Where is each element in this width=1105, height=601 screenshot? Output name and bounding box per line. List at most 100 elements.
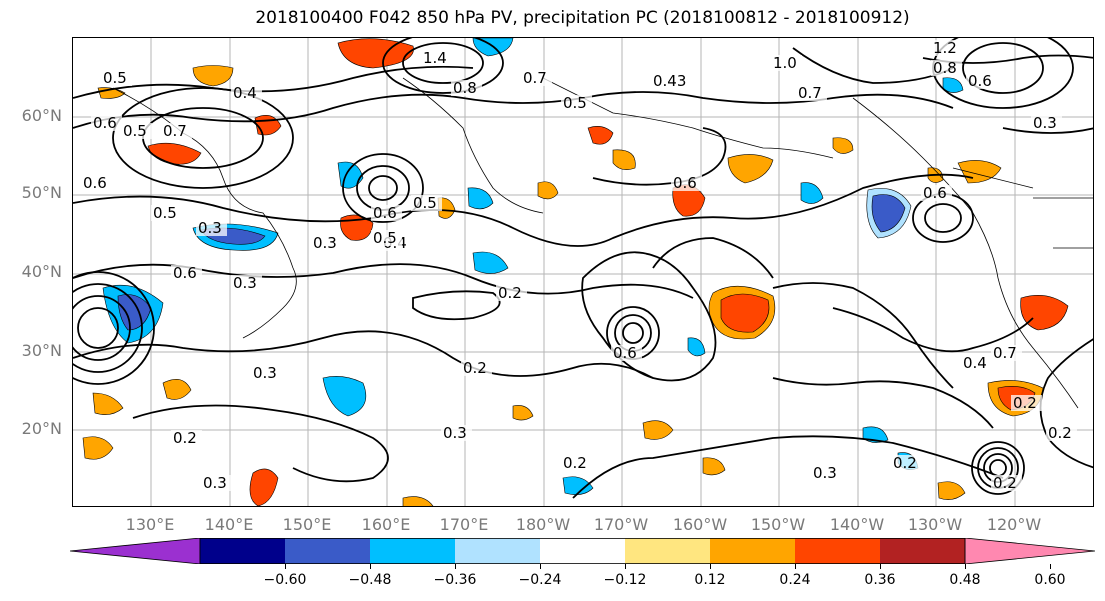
contour-label: 0.5 <box>153 204 177 222</box>
colorbar-tick-mark <box>1050 564 1051 569</box>
contour-label: 0.7 <box>993 344 1017 362</box>
contour-label-bg <box>991 345 1022 361</box>
contour-label-bg <box>1011 395 1042 411</box>
contour-label-bg <box>671 175 702 191</box>
contour-label: 0.5 <box>103 69 127 87</box>
contour-label-bg <box>171 430 202 446</box>
colorbar-tick-label: 0.48 <box>949 572 981 588</box>
contour-label-bg <box>251 365 282 381</box>
lon-label-150e: 150°E <box>282 515 332 534</box>
lon-label-170w: 170°W <box>593 515 649 534</box>
contour-label: 0.2 <box>463 359 487 377</box>
lon-label-130w: 130°W <box>907 515 963 534</box>
contour-label: 0.5 <box>563 94 587 112</box>
lon-label-140w: 140°W <box>829 515 885 534</box>
contour-label-bg <box>611 345 642 361</box>
contour-label: 0.6 <box>373 204 397 222</box>
contour-label-bg <box>921 185 952 201</box>
colorbar-tick-label: −0.12 <box>603 572 647 588</box>
contour-label-bg <box>966 73 997 89</box>
contour-label: 0.3 <box>203 474 227 492</box>
contour-label-bg <box>91 115 122 131</box>
contour-label-bg <box>991 475 1022 491</box>
colorbar-tick-mark <box>370 564 371 569</box>
contour-label: 1.0 <box>773 54 797 72</box>
contour-label: 0.2 <box>1048 424 1072 442</box>
contour-label: 0.3 <box>313 234 337 252</box>
colorbar-tick-mark <box>455 564 456 569</box>
contour-label-bg <box>171 265 202 281</box>
lon-label-140e: 140°E <box>204 515 254 534</box>
contour-label: 0.5 <box>413 194 437 212</box>
contour-label: 0.2 <box>993 474 1017 492</box>
colorbar-extend-high <box>964 538 1095 564</box>
lon-label-170e: 170°E <box>439 515 489 534</box>
pv-contours <box>73 47 1093 499</box>
contour-label: 0.3 <box>443 424 467 442</box>
contour-label-bg <box>796 85 827 101</box>
contour-label-bg <box>161 123 192 139</box>
contour-label: 0.3 <box>1033 114 1057 132</box>
contour-label: 0.3 <box>813 464 837 482</box>
colorbar-bin <box>625 538 711 564</box>
colorbar-tick-mark <box>795 564 796 569</box>
contour-label-bg <box>1031 115 1062 131</box>
contour-label: 1.4 <box>423 49 447 67</box>
contour-label: 0.2 <box>893 454 917 472</box>
colorbar-tick-label: 0.24 <box>779 572 811 588</box>
map-panel: 0.5 0.6 1.4 0.8 0.7 0.5 0.43 1.0 1.2 0.8 0.6 0.7 0.3… <box>72 37 1094 507</box>
contour-label-bg <box>451 80 482 96</box>
lat-label-50n: 50°N <box>21 183 62 202</box>
contour-label: 0.43 <box>653 72 686 90</box>
contour-label-bg <box>521 70 552 86</box>
contour-label: 0.2 <box>173 429 197 447</box>
contour-label-bg <box>891 455 922 471</box>
lat-label-40n: 40°N <box>21 262 62 281</box>
lon-label-120w: 120°W <box>986 515 1042 534</box>
contour-label: 0.6 <box>173 264 197 282</box>
colorbar-bin <box>370 538 456 564</box>
contour-label-bg <box>651 73 691 89</box>
lon-label-130e: 130°E <box>125 515 175 534</box>
contour-label-bg <box>121 123 152 139</box>
contour-label-bg <box>311 235 342 251</box>
gridlines <box>73 38 1093 506</box>
contour-label: 0.6 <box>968 72 992 90</box>
contour-label-bg <box>771 55 802 71</box>
contour-label: 0.3 <box>233 274 257 292</box>
contour-label-bg <box>151 205 182 221</box>
contour-label-bg <box>371 230 402 246</box>
contour-label-bg <box>101 70 132 86</box>
contour-label-bg <box>441 425 472 441</box>
contour-label: 0.2 <box>563 454 587 472</box>
contour-label-bg <box>496 285 527 301</box>
contour-label-bg <box>561 95 592 111</box>
colorbar-bin <box>540 538 626 564</box>
contour-label-bg <box>81 175 112 191</box>
contour-label: 0.8 <box>453 79 477 97</box>
contour-label: 0.2 <box>1013 394 1037 412</box>
chart-title: 2018100400 F042 850 hPa PV, precipitatio… <box>255 8 910 28</box>
contour-label: 0.5 <box>123 122 147 140</box>
colorbar-tick-mark <box>285 564 286 569</box>
colorbar-outline <box>199 538 966 564</box>
precip-negative <box>102 38 964 495</box>
lat-label-60n: 60°N <box>21 106 62 125</box>
colorbar-tick-mark <box>965 564 966 569</box>
colorbar-tick-label: −0.24 <box>518 572 562 588</box>
contour-label: 1.2 <box>933 39 957 57</box>
contour-label: 0.4 <box>233 84 257 102</box>
lon-label-150w: 150°W <box>750 515 806 534</box>
colorbar-bin <box>285 538 371 564</box>
contour-label: 0.4 <box>963 354 987 372</box>
colorbar-tick-mark <box>710 564 711 569</box>
contour-label: 0.6 <box>613 344 637 362</box>
colorbar-bin <box>795 538 881 564</box>
contour-label-bg <box>196 220 227 236</box>
lon-label-180w: 180°W <box>515 515 571 534</box>
contour-label-bg <box>961 355 992 371</box>
contour-label-bg <box>461 360 492 376</box>
contour-label-bg <box>201 475 232 491</box>
colorbar-bin <box>710 538 796 564</box>
lat-label-30n: 30°N <box>21 341 62 360</box>
